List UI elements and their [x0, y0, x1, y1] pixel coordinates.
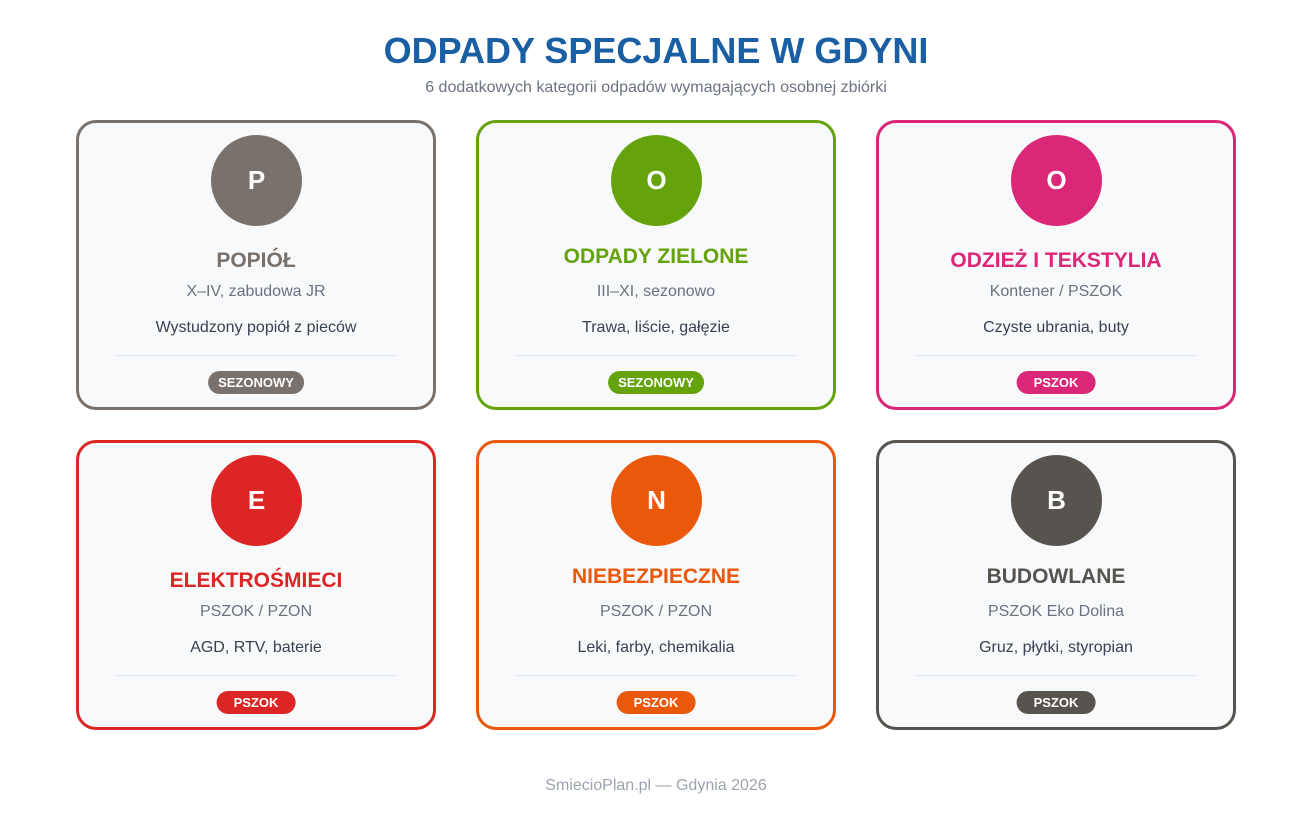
category-badge: SEZONOWY [608, 371, 704, 394]
category-name: POPIÓŁ [216, 249, 296, 272]
category-card-budowlane: B BUDOWLANE PSZOK Eko Dolina Gruz, płytk… [876, 440, 1236, 730]
footer-credit: SmiecioPlan.pl — Gdynia 2026 [545, 777, 767, 794]
category-schedule: X–IV, zabudowa JR [186, 283, 326, 300]
letter-circle-icon: N [611, 455, 702, 546]
letter-circle-icon: B [1011, 455, 1102, 546]
category-name: BUDOWLANE [986, 565, 1126, 588]
divider [116, 675, 396, 676]
category-description: AGD, RTV, baterie [190, 639, 322, 656]
divider [116, 355, 396, 356]
category-schedule: PSZOK / PZON [599, 603, 712, 620]
divider [916, 675, 1196, 676]
letter-circle-icon: P [211, 135, 302, 226]
category-description: Wystudzony popiół z pieców [155, 319, 357, 336]
category-description: Czyste ubrania, buty [983, 319, 1129, 336]
category-badge: PSZOK [216, 691, 296, 714]
category-badge: PSZOK [1016, 691, 1096, 714]
category-name: NIEBEZPIECZNE [571, 565, 741, 588]
letter-circle-icon: O [1011, 135, 1102, 226]
divider [916, 355, 1196, 356]
category-name: ODPADY ZIELONE [563, 245, 749, 268]
category-badge: SEZONOWY [208, 371, 304, 394]
page-subtitle: 6 dodatkowych kategorii odpadów wymagają… [425, 79, 887, 96]
category-description: Trawa, liście, gałęzie [582, 319, 730, 336]
category-card-odpady-zielone: O ODPADY ZIELONE III–XI, sezonowo Trawa,… [476, 120, 836, 410]
category-schedule: Kontener / PSZOK [989, 283, 1123, 300]
letter-circle-icon: E [211, 455, 302, 546]
category-schedule: PSZOK / PZON [199, 603, 312, 620]
divider [516, 355, 796, 356]
category-card-popiol: P POPIÓŁ X–IV, zabudowa JR Wystudzony po… [76, 120, 436, 410]
category-badge: PSZOK [616, 691, 696, 714]
category-description: Leki, farby, chemikalia [577, 639, 735, 656]
category-card-niebezpieczne: N NIEBEZPIECZNE PSZOK / PZON Leki, farby… [476, 440, 836, 730]
category-name: ODZIEŻ I TEKSTYLIA [950, 249, 1162, 272]
category-name: ELEKTROŚMIECI [169, 569, 343, 592]
category-schedule: III–XI, sezonowo [596, 283, 716, 300]
letter-circle-icon: O [611, 135, 702, 226]
page-title: ODPADY SPECJALNE W GDYNI [383, 30, 929, 71]
category-schedule: PSZOK Eko Dolina [987, 603, 1125, 620]
category-description: Gruz, płytki, styropian [979, 639, 1133, 656]
category-badge: PSZOK [1016, 371, 1096, 394]
divider [516, 675, 796, 676]
category-card-odziez: O ODZIEŻ I TEKSTYLIA Kontener / PSZOK Cz… [876, 120, 1236, 410]
category-card-elektrosmieci: E ELEKTROŚMIECI PSZOK / PZON AGD, RTV, b… [76, 440, 436, 730]
